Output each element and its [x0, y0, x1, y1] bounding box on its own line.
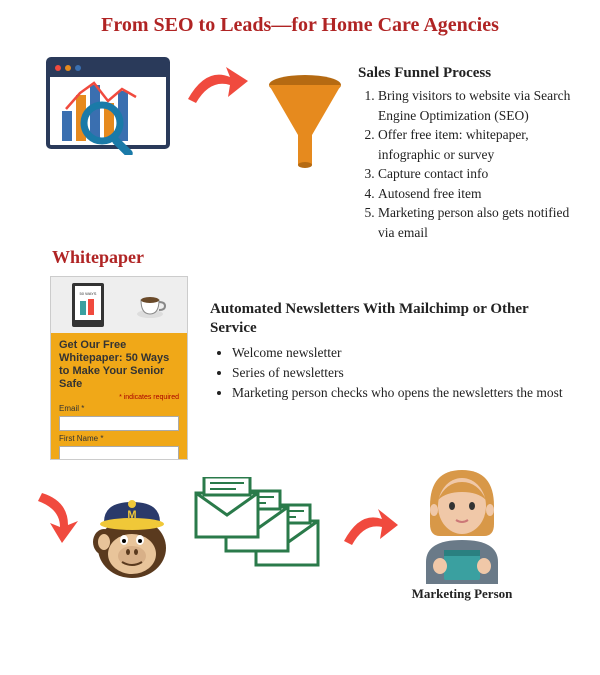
marketing-person-icon	[406, 462, 518, 584]
marketing-person-label: Marketing Person	[412, 586, 513, 602]
envelopes-icon	[186, 477, 336, 587]
tablet-icon: 50 WAYS	[70, 281, 106, 329]
whitepaper-body: Get Our Free Whitepaper: 50 Ways to Make…	[51, 333, 187, 460]
process-step: Offer free item: whitepaper, infographic…	[378, 125, 572, 164]
process-step: Marketing person also gets notified via …	[378, 203, 572, 242]
row-bottom: M	[0, 460, 600, 602]
process-steps: Bring visitors to website via Search Eng…	[358, 86, 572, 243]
whitepaper-form: 50 WAYS Get Our Free Whitepaper: 50 Ways…	[50, 276, 188, 460]
newsletter-item: Marketing person checks who opens the ne…	[232, 383, 572, 403]
newsletters-list: Welcome newsletter Series of newsletters…	[210, 343, 572, 404]
arrow-down-icon	[28, 487, 84, 549]
page-title: From SEO to Leads—for Home Care Agencies	[0, 0, 600, 43]
marketing-person-column: Marketing Person	[406, 462, 518, 602]
whitepaper-label: Whitepaper	[0, 243, 600, 272]
mailchimp-icon: M	[84, 484, 182, 580]
newsletters-block: Automated Newsletters With Mailchimp or …	[210, 276, 572, 404]
whitepaper-hero: 50 WAYS	[51, 277, 187, 333]
funnel-column	[262, 73, 348, 173]
field-label: Email *	[59, 404, 179, 413]
process-step: Capture contact info	[378, 164, 572, 184]
arrow-right-icon	[340, 505, 402, 559]
row-mid: 50 WAYS Get Our Free Whitepaper: 50 Ways…	[0, 272, 600, 460]
svg-text:M: M	[127, 509, 136, 521]
newsletters-heading: Automated Newsletters With Mailchimp or …	[210, 300, 572, 339]
newsletter-item: Series of newsletters	[232, 363, 572, 383]
process-step: Bring visitors to website via Search Eng…	[378, 86, 572, 125]
email-field[interactable]	[59, 416, 179, 431]
funnel-icon	[266, 73, 344, 173]
sales-funnel-process: Sales Funnel Process Bring visitors to w…	[358, 65, 572, 243]
coffee-icon	[135, 290, 169, 320]
analytics-icon	[44, 55, 172, 155]
whitepaper-headline: Get Our Free Whitepaper: 50 Ways to Make…	[59, 339, 179, 392]
process-step: Autosend free item	[378, 184, 572, 204]
process-heading: Sales Funnel Process	[358, 65, 572, 82]
newsletter-item: Welcome newsletter	[232, 343, 572, 363]
svg-text:50 WAYS: 50 WAYS	[79, 291, 96, 296]
whitepaper-required: * indicates required	[59, 394, 179, 401]
arrow-right-icon	[182, 59, 252, 119]
firstname-field[interactable]	[59, 446, 179, 459]
field-label: First Name *	[59, 434, 179, 443]
row-top: Sales Funnel Process Bring visitors to w…	[0, 43, 600, 243]
